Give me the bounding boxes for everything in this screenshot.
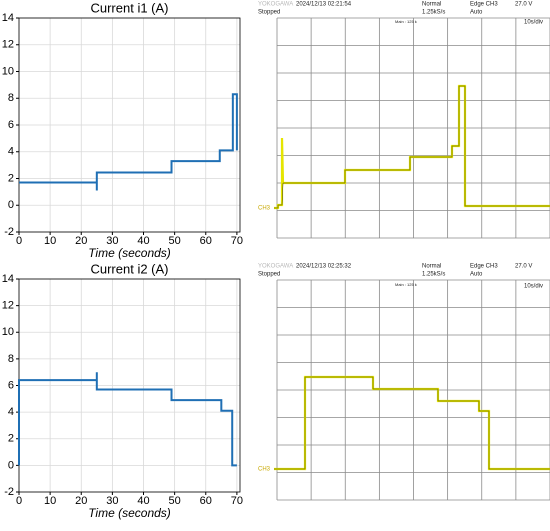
y-tick-label: 12 bbox=[2, 39, 14, 51]
y-tick-label: 6 bbox=[8, 119, 14, 131]
x-tick-label: 10 bbox=[44, 235, 56, 247]
scope-brand: YOKOGAWA bbox=[258, 264, 293, 270]
x-tick-label: 70 bbox=[231, 495, 243, 507]
y-tick-label: -2 bbox=[4, 486, 14, 498]
scope-mode: Normal bbox=[422, 264, 441, 270]
y-tick-label: 2 bbox=[8, 172, 14, 184]
x-tick-label: 70 bbox=[231, 235, 243, 247]
y-tick-label: 2 bbox=[8, 433, 14, 445]
scope-rate: 1.25kS/s bbox=[422, 272, 445, 278]
scope-main: Main : 125 k bbox=[395, 19, 417, 24]
scope-rate: 1.25kS/s bbox=[422, 10, 445, 16]
x-tick-label: 0 bbox=[16, 235, 22, 247]
x-tick-label: 20 bbox=[75, 495, 87, 507]
scope-bg bbox=[253, 0, 550, 240]
y-tick-label: 12 bbox=[2, 300, 14, 312]
y-tick-label: 8 bbox=[8, 353, 14, 365]
x-tick-label: 40 bbox=[137, 495, 149, 507]
scope-trigger-mode: Auto bbox=[470, 272, 483, 278]
y-tick-label: 0 bbox=[8, 459, 14, 471]
y-tick-label: 8 bbox=[8, 92, 14, 104]
scope-trigger-mode: Auto bbox=[470, 10, 483, 16]
scope-brand: YOKOGAWA bbox=[258, 2, 293, 8]
y-tick-label: -2 bbox=[4, 226, 14, 238]
scope-channel: CH3 bbox=[258, 206, 271, 212]
y-tick-label: 10 bbox=[2, 326, 14, 338]
y-tick-label: 14 bbox=[2, 12, 14, 24]
line bbox=[19, 93, 238, 191]
x-axis-label: Time (seconds) bbox=[88, 506, 171, 520]
y-tick-label: 4 bbox=[8, 146, 14, 158]
scope-status: Stopped bbox=[258, 10, 280, 16]
x-tick-label: 50 bbox=[169, 235, 181, 247]
scope-timebase: 10s/div bbox=[524, 20, 543, 26]
scope-timebase: 10s/div bbox=[524, 284, 543, 290]
x-tick-label: 60 bbox=[200, 235, 212, 247]
x-tick-label: 0 bbox=[16, 495, 22, 507]
scope-timestamp: 2024/12/13 02:21:54 bbox=[296, 2, 352, 8]
scope-grid bbox=[276, 17, 550, 239]
scope-trace-core bbox=[274, 376, 550, 470]
scope-main: Main : 125 k bbox=[395, 282, 417, 287]
y-tick-label: 6 bbox=[8, 379, 14, 391]
x-tick-label: 40 bbox=[137, 235, 149, 247]
y-tick-label: 0 bbox=[8, 199, 14, 211]
x-tick-label: 20 bbox=[75, 235, 87, 247]
scope-channel: CH3 bbox=[258, 467, 271, 473]
x-tick-label: 30 bbox=[106, 235, 118, 247]
y-tick-label: 4 bbox=[8, 406, 14, 418]
y-tick-label: 10 bbox=[2, 65, 14, 77]
scope-screen: YOKOGAWA 2024/12/13 02:21:54 Stopped Nor… bbox=[253, 0, 550, 240]
scope-level: 27.0 V bbox=[515, 2, 532, 8]
scope-status: Stopped bbox=[258, 272, 280, 278]
scope-mode: Normal bbox=[422, 2, 441, 8]
scope-grid bbox=[276, 279, 550, 501]
chart-title: Current i2 (A) bbox=[90, 261, 168, 276]
chart-title: Current i1 (A) bbox=[90, 0, 168, 15]
scope-timestamp: 2024/12/13 02:25:32 bbox=[296, 264, 352, 270]
x-tick-label: 50 bbox=[169, 495, 181, 507]
y-tick-label: 14 bbox=[2, 273, 14, 285]
scope-trigger: Edge CH3 bbox=[470, 2, 498, 8]
scope-trace-core bbox=[274, 85, 550, 209]
x-tick-label: 10 bbox=[44, 495, 56, 507]
scope-level: 27.0 V bbox=[515, 264, 532, 270]
x-tick-label: 60 bbox=[200, 495, 212, 507]
scope-screen: YOKOGAWA 2024/12/13 02:25:32 Stopped Nor… bbox=[253, 262, 550, 502]
scope-bg bbox=[253, 262, 550, 502]
scope-trigger: Edge CH3 bbox=[470, 264, 498, 270]
x-axis-label: Time (seconds) bbox=[88, 246, 171, 260]
line bbox=[18, 372, 237, 467]
plot-frame bbox=[18, 17, 241, 233]
x-tick-label: 30 bbox=[106, 495, 118, 507]
